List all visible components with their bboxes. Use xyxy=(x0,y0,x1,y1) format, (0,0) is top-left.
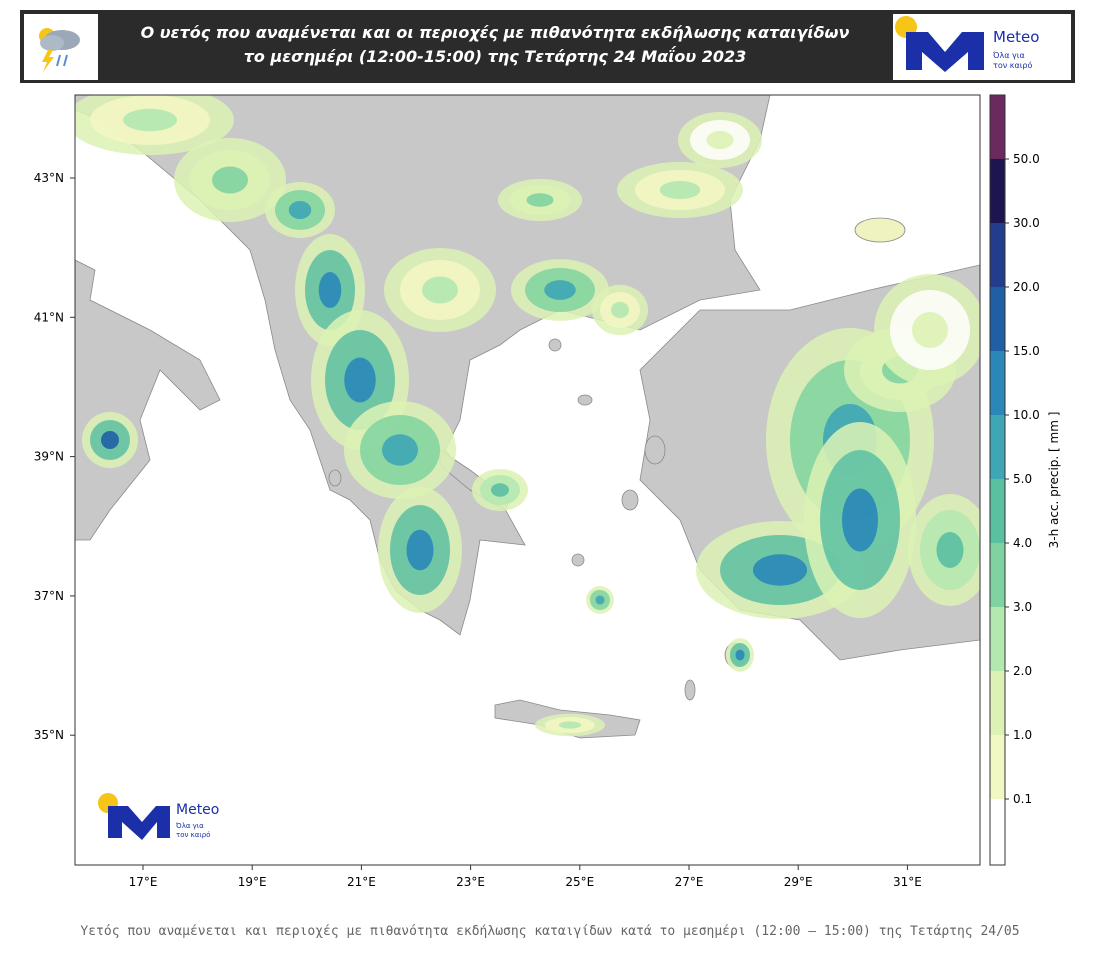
watermark-tagline: τον καιρό xyxy=(176,831,210,839)
lon-tick-label: 23°E xyxy=(456,875,485,889)
colorbar-tick-label: 20.0 xyxy=(1013,280,1040,294)
logo-tagline: Όλα για xyxy=(992,50,1025,60)
colorbar-frame xyxy=(989,94,1006,866)
weather-icon xyxy=(39,28,80,72)
rain-core xyxy=(123,108,177,132)
colorbar-label: 3-h acc. precip. [ mm ] xyxy=(1047,412,1061,549)
rain-core xyxy=(212,166,248,194)
watermark xyxy=(98,793,170,840)
colorbar-segment xyxy=(990,415,1005,479)
rain-core xyxy=(659,181,701,199)
colorbar-tick-label: 5.0 xyxy=(1013,472,1032,486)
colorbar-segment xyxy=(990,735,1005,799)
lat-tick-label: 35°N xyxy=(34,728,64,742)
rain-core xyxy=(842,488,878,552)
lon-tick-label: 19°E xyxy=(238,875,267,889)
colorbar-tick-label: 0.1 xyxy=(1013,792,1032,806)
colorbar-segment xyxy=(990,159,1005,223)
rain-core xyxy=(382,434,418,466)
rain-core xyxy=(318,272,342,308)
rain-core xyxy=(735,649,745,661)
rain-core xyxy=(406,529,434,571)
colorbar-tick-label: 2.0 xyxy=(1013,664,1032,678)
lon-tick-label: 31°E xyxy=(893,875,922,889)
header-title: Ο υετός που αναμένεται και οι περιοχές μ… xyxy=(141,23,850,42)
colorbar-tick-label: 10.0 xyxy=(1013,408,1040,422)
colorbar-segment xyxy=(990,671,1005,735)
lat-tick-label: 39°N xyxy=(34,450,64,464)
lon-tick-label: 17°E xyxy=(129,875,158,889)
colorbar-segment xyxy=(990,287,1005,351)
logo-name: Meteo xyxy=(993,28,1039,46)
rain-core xyxy=(912,312,948,348)
map-area xyxy=(75,95,980,865)
rain-core xyxy=(526,193,554,207)
colorbar-segment xyxy=(990,351,1005,415)
colorbar-segment xyxy=(990,799,1005,865)
rain-core xyxy=(544,280,576,300)
colorbar-segment xyxy=(990,543,1005,607)
rain-core xyxy=(558,721,582,729)
colorbar-segment xyxy=(990,607,1005,671)
watermark-name: Meteo xyxy=(176,802,219,818)
lat-tick-label: 41°N xyxy=(34,310,64,324)
lon-tick-label: 21°E xyxy=(347,875,376,889)
colorbar-tick-label: 4.0 xyxy=(1013,536,1032,550)
rain-core xyxy=(491,483,509,497)
lat-tick-label: 37°N xyxy=(34,589,64,603)
rain-core xyxy=(611,301,629,319)
rain-core xyxy=(344,357,376,403)
rain-core xyxy=(101,431,119,449)
colorbar-segment xyxy=(990,95,1005,159)
logo-tagline: τον καιρό xyxy=(993,60,1032,70)
rain-core xyxy=(595,595,605,605)
colorbar-tick-label: 3.0 xyxy=(1013,600,1032,614)
lon-tick-label: 25°E xyxy=(565,875,594,889)
lat-tick-label: 43°N xyxy=(34,171,64,185)
colorbar-segment xyxy=(990,479,1005,543)
caption: Υετός που αναμένεται και περιοχές με πιθ… xyxy=(80,924,1019,939)
colorbar-tick-label: 50.0 xyxy=(1013,152,1040,166)
colorbar-tick-label: 15.0 xyxy=(1013,344,1040,358)
rain-core xyxy=(706,131,734,149)
colorbar-tick-label: 30.0 xyxy=(1013,216,1040,230)
colorbar-tick-label: 1.0 xyxy=(1013,728,1032,742)
lon-tick-label: 27°E xyxy=(675,875,704,889)
lon-tick-label: 29°E xyxy=(784,875,813,889)
logo xyxy=(895,16,984,72)
rain-core xyxy=(422,276,458,304)
rain-core xyxy=(936,532,964,568)
colorbar: 0.1 1.0 2.0 3.0 4.0 5.0 10.0 15.0 20.0 30.0 50.0 xyxy=(989,94,1040,866)
map-frame xyxy=(74,94,981,866)
rain-core xyxy=(288,201,312,219)
rain-core xyxy=(753,554,807,586)
header-title: το μεσημέρι (12:00-15:00) της Τετάρτης 2… xyxy=(244,46,747,66)
watermark-tagline: Όλα για xyxy=(175,822,204,830)
colorbar-segment xyxy=(990,223,1005,287)
precipitation xyxy=(75,95,980,737)
